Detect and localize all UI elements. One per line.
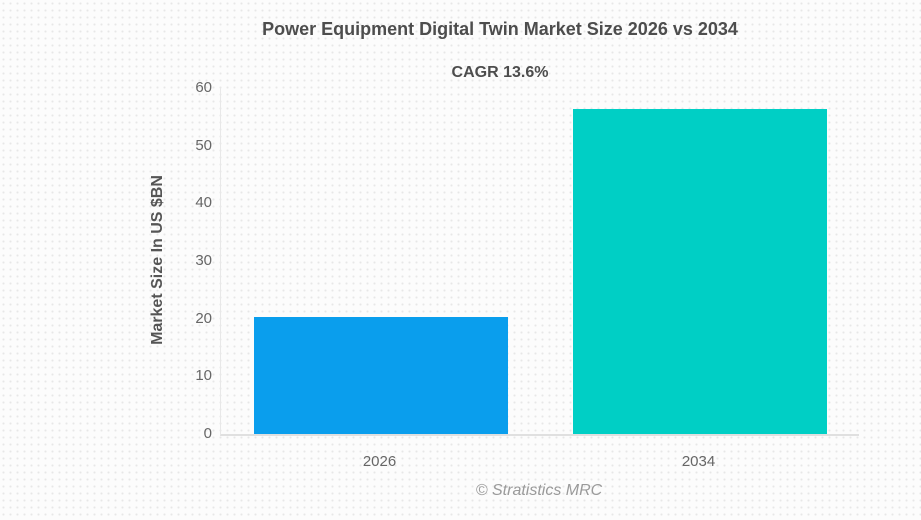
y-tick-label-0: 0 — [203, 425, 212, 442]
y-tick-label-40: 40 — [195, 194, 212, 212]
x-tick-label-2034: 2034 — [681, 453, 716, 470]
chart-subtitle-cagr: CAGR 13.6% — [451, 64, 549, 81]
footer-attribution: © Stratistics MRC — [475, 482, 603, 499]
y-tick-label-10: 10 — [195, 367, 212, 385]
plot-area — [220, 88, 859, 436]
y-tick-label-60: 60 — [195, 79, 212, 96]
x-tick-label-2026: 2026 — [362, 453, 397, 470]
y-tick-label-20: 20 — [195, 309, 212, 327]
bar-2034[interactable] — [572, 108, 827, 434]
chart-title: Power Equipment Digital Twin Market Size… — [262, 19, 738, 39]
bar-2026[interactable] — [253, 316, 508, 434]
y-tick-label-50: 50 — [195, 136, 212, 154]
x-axis-labels: 2026 2034 — [220, 453, 858, 473]
y-axis-ticks: 0 10 20 30 40 50 60 — [0, 79, 212, 442]
y-tick-label-30: 30 — [195, 252, 212, 269]
